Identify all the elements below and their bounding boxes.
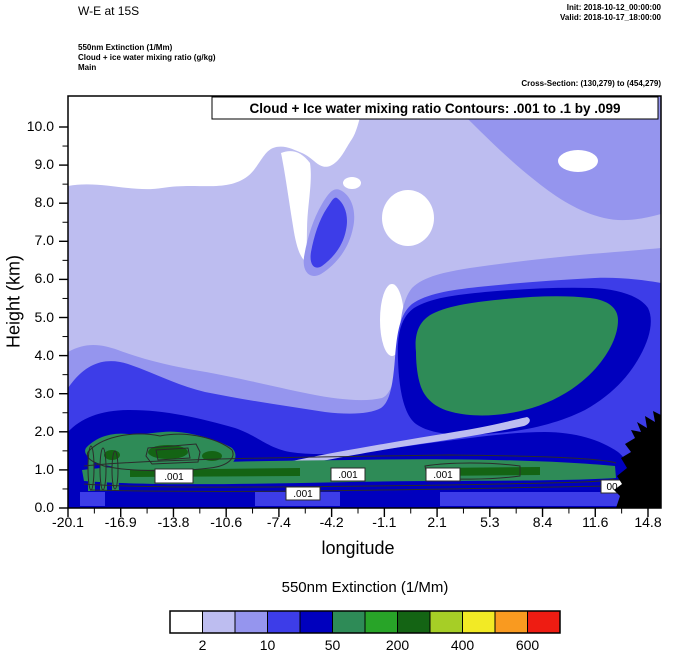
contour-label-3: .001 [338,470,358,481]
terrain-silhouette [614,411,661,508]
fill-darkgreen-core-3 [202,451,222,461]
contour-loop-tower-2 [99,447,107,491]
colorbar-swatch [397,610,431,634]
fill-green-left-towers [88,444,119,491]
field-extinction-label: 550nm Extinction (1/Mm) [78,43,173,52]
x-tick-label: 5.3 [480,514,500,530]
x-tick-label: -7.4 [266,514,291,530]
x-tick-label: -10.6 [210,514,243,530]
colorbar-swatch [234,610,268,634]
contour-label-4: .001 [433,470,453,481]
plot-frame [67,95,662,509]
contour-line-near-surface [89,485,611,492]
white-hole-wedge [281,151,311,261]
valid-timestamp: Valid: 2018-10-17_18:00:00 [560,13,661,22]
y-tick-label: 3.0 [34,384,54,401]
colorbar [169,610,561,634]
x-tick-label: 2.1 [427,514,447,530]
colorbar-swatch [462,610,496,634]
colorbar-tick-label: 600 [515,637,540,653]
run-name-label: Main [78,63,97,72]
contour-label-box-1 [154,468,194,484]
colorbar-swatch [364,610,398,634]
x-tick-label: 8.4 [532,514,553,530]
contour-label-5: 00 [606,482,618,493]
y-tick-label: 9.0 [34,156,54,173]
colorbar-swatch [267,610,301,634]
fill-darkblue-bottom-seg-1 [105,492,255,506]
contour-loop-tower-1 [87,445,95,491]
annotation-box: Cloud + Ice water mixing ratio Contours:… [211,96,659,120]
colorbar-tick-label: 10 [259,637,276,653]
contour-loop-left-innermost [155,447,191,461]
y-tick-label: 7.0 [34,232,54,249]
y-tick-label: 10.0 [26,118,54,134]
colorbar-swatch [299,610,333,634]
contour-loop-tower-3 [111,450,119,490]
colorbar-tick-label: 50 [324,637,341,653]
mixing-ratio-contour-lines: .001 .001 .001 .001 00 [83,433,624,501]
x-tick-label: 14.8 [634,514,662,530]
x-tick-label: 11.6 [582,514,609,530]
x-tick-label: -16.9 [104,514,137,530]
axis-ticks [59,126,649,517]
colorbar-swatches [169,610,561,634]
contour-line-strip-bottom [83,478,615,488]
contour-label-box-2 [285,486,321,501]
contour-label-box-3 [330,467,366,482]
field-mixing-ratio-label: Cloud + ice water mixing ratio (g/kg) [78,53,216,62]
y-tick-label: 5.0 [34,308,54,325]
y-tick-label: 0.0 [34,499,54,515]
y-tick-label: 8.0 [34,194,54,211]
contour-label-1: .001 [164,472,184,483]
cross-section-info: Cross-Section: (130,279) to (454,279) [521,79,661,88]
colorbar-swatch [494,610,528,634]
fill-lightblue-top-right [438,96,661,221]
white-hole-large [382,190,434,246]
x-tick-label: -4.2 [319,514,344,530]
colorbar-swatch [429,610,463,634]
colorbar-swatch [202,610,236,634]
colorbar-tick-label: 200 [385,637,410,653]
init-timestamp: Init: 2018-10-12_00:00:00 [566,3,661,12]
white-hole-top-right [558,150,598,172]
colorbar-swatch [527,610,561,634]
extinction-fill-field: .001 .001 .001 .001 00 [68,96,661,508]
plot-title: W-E at 15S [78,4,140,18]
colorbar-title: 550nm Extinction (1/Mm) [281,579,449,596]
contour-label-box-4 [425,467,461,482]
annotation-box-frame [211,96,659,120]
colorbar-tick-label: 400 [450,637,475,653]
contour-label-2: .001 [293,489,313,500]
contour-loop-left-inner [145,443,201,465]
x-tick-label: -1.1 [372,514,397,530]
colorbar-swatch [332,610,366,634]
fill-mediumblue-elevated-blob [310,197,347,268]
fill-pale-streak [291,417,530,465]
colorbar-swatch [169,610,203,634]
annotation-text: Cloud + Ice water mixing ratio Contours:… [250,101,621,116]
x-tick-label: -20.1 [52,514,84,530]
colorbar-border [169,610,561,634]
y-tick-label: 2.0 [34,422,54,439]
x-axis-title: longitude [321,538,395,558]
fill-darkblue-bottom-seg-2 [340,492,440,506]
white-hole-small [343,177,361,189]
y-tick-label: 6.0 [34,270,54,287]
y-tick-label: 4.0 [34,346,54,363]
y-tick-label: 1.0 [34,460,54,477]
fill-green-main-plume [415,296,618,416]
contour-loop-left-blob [86,433,234,472]
colorbar-tick-label: 2 [198,637,207,653]
contour-label-boxes: .001 .001 .001 .001 00 [154,467,624,501]
x-tick-label: -13.8 [157,514,190,530]
